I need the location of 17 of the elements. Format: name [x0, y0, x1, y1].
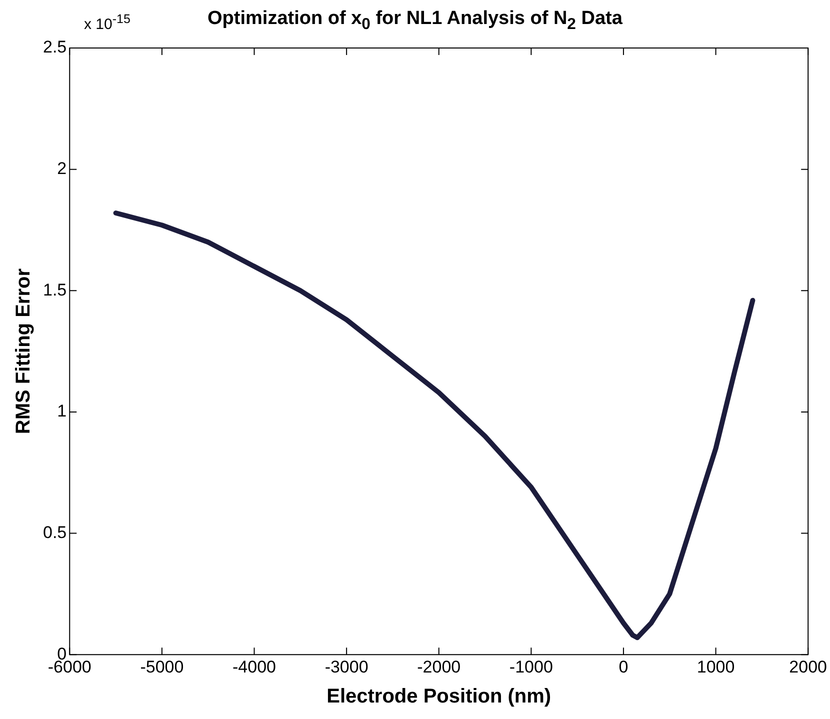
y-tick-label: 2 [57, 159, 67, 178]
text: x 10$^{-15}$ [84, 12, 130, 33]
x-tick-label: -2000 [417, 657, 461, 676]
x-tick-label: -4000 [232, 657, 276, 676]
x-tick-label: -5000 [140, 657, 184, 676]
x-tick-label: 2000 [789, 657, 828, 676]
y-tick-label: 1.5 [42, 280, 67, 300]
x-tick-label: -3000 [324, 657, 368, 676]
y-axis-title: RMS Fitting Error [12, 268, 35, 434]
y-tick-label: 2.5 [42, 38, 67, 57]
x-tick-label: 1000 [696, 657, 735, 676]
x-tick-label: 0 [618, 657, 628, 676]
x-tick-label: -1000 [509, 657, 553, 676]
y-tick-label: 1 [57, 402, 67, 421]
x-axis-title: Electrode Position (nm) [326, 686, 552, 708]
y-tick-label: 0.5 [42, 522, 67, 542]
chart-title: Optimization of x$_{0}$ for NL1 Analysis of N$_{2}$ Data [208, 8, 622, 33]
